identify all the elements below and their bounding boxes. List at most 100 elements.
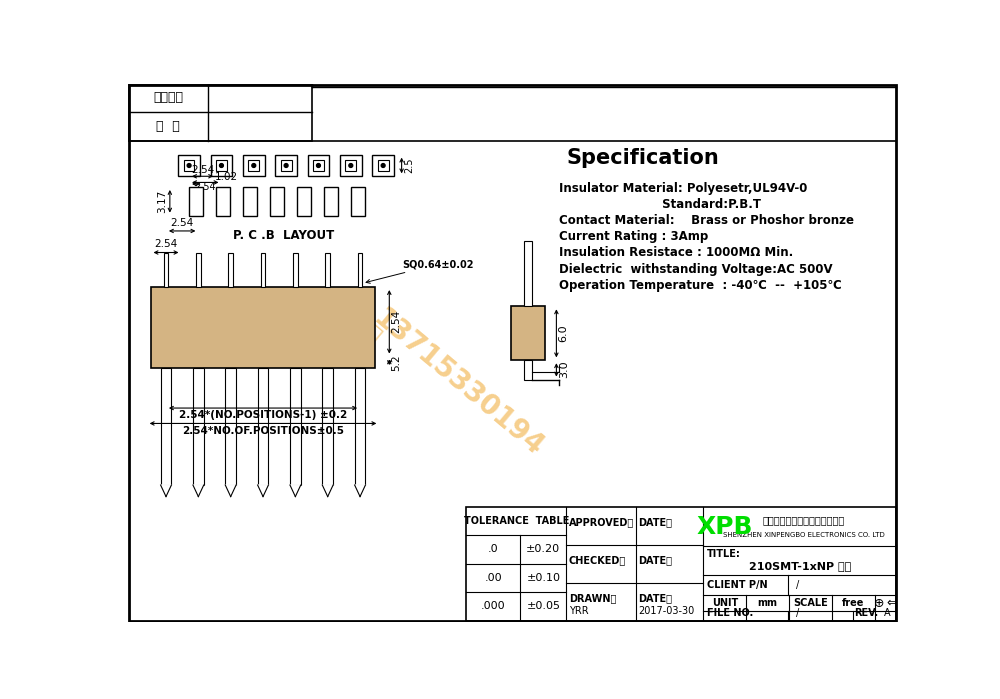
Polygon shape <box>290 485 301 496</box>
Text: free: free <box>842 598 864 608</box>
Text: SHENZHEN XINPENGBO ELECTRONICS CO. LTD: SHENZHEN XINPENGBO ELECTRONICS CO. LTD <box>723 533 884 538</box>
Bar <box>225 368 236 485</box>
Text: 2.54: 2.54 <box>154 240 178 250</box>
Bar <box>372 154 394 176</box>
Text: Operation Temperature  : -40℃  --  +105℃: Operation Temperature : -40℃ -- +105℃ <box>559 279 841 291</box>
Text: /: / <box>796 608 799 618</box>
Bar <box>340 154 362 176</box>
Text: P. C .B  LAYOUT: P. C .B LAYOUT <box>233 229 334 243</box>
Text: REV.: REV. <box>854 608 878 618</box>
Text: SCALE: SCALE <box>793 598 828 608</box>
Circle shape <box>187 164 191 168</box>
Text: .000: .000 <box>481 601 506 612</box>
Text: ±0.20: ±0.20 <box>526 545 560 554</box>
Polygon shape <box>225 485 236 496</box>
Text: APPROVED：: APPROVED： <box>569 517 634 527</box>
Text: 日  期: 日 期 <box>156 120 180 134</box>
Text: Insulation Resistace : 1000MΩ Min.: Insulation Resistace : 1000MΩ Min. <box>559 246 793 259</box>
Bar <box>351 187 365 215</box>
Polygon shape <box>322 485 333 496</box>
Text: 2.54: 2.54 <box>171 218 194 228</box>
Text: Standard:P.B.T: Standard:P.B.T <box>559 198 761 211</box>
Bar <box>184 160 194 171</box>
Polygon shape <box>161 485 171 496</box>
Bar <box>243 187 257 215</box>
Bar <box>178 154 200 176</box>
Text: YRR: YRR <box>569 606 588 616</box>
Text: Dielectric  withstanding Voltage:AC 500V: Dielectric withstanding Voltage:AC 500V <box>559 263 832 275</box>
Text: DRAWN：: DRAWN： <box>569 593 616 603</box>
Bar <box>258 368 268 485</box>
Text: 深圳市鑫鹏博电子科技有限公司: 深圳市鑫鹏博电子科技有限公司 <box>762 516 845 526</box>
Text: DATE：: DATE： <box>638 555 672 565</box>
Bar <box>308 154 329 176</box>
Text: 2017-03-30: 2017-03-30 <box>638 606 694 616</box>
Bar <box>293 252 298 287</box>
Text: /: / <box>796 580 799 590</box>
Text: Current Rating : 3Amp: Current Rating : 3Amp <box>559 230 708 243</box>
Bar <box>324 187 338 215</box>
Bar <box>189 187 203 215</box>
Text: ⇐: ⇐ <box>886 597 897 610</box>
Polygon shape <box>258 485 268 496</box>
Text: 客户确认: 客户确认 <box>153 92 183 104</box>
Text: TOLERANCE  TABLE: TOLERANCE TABLE <box>464 516 569 526</box>
Text: 2.54: 2.54 <box>392 310 402 333</box>
Text: FILE NO.: FILE NO. <box>707 608 754 618</box>
Bar <box>378 160 389 171</box>
Circle shape <box>349 164 353 168</box>
Bar <box>196 252 201 287</box>
Circle shape <box>252 164 256 168</box>
Text: ⊕: ⊕ <box>874 597 884 610</box>
Bar <box>248 160 259 171</box>
Bar <box>325 252 330 287</box>
Bar <box>129 84 312 141</box>
Text: 3.0: 3.0 <box>559 361 569 378</box>
Text: DATE：: DATE： <box>638 593 672 603</box>
Text: DATE：: DATE： <box>638 517 672 527</box>
Bar <box>270 187 284 215</box>
Text: 鑫鹏博：: 鑫鹏博： <box>324 294 385 350</box>
Text: 2.5: 2.5 <box>405 158 415 173</box>
Bar <box>216 187 230 215</box>
Bar <box>313 160 324 171</box>
Bar <box>275 154 297 176</box>
Text: 2.54: 2.54 <box>191 165 214 175</box>
Bar <box>281 160 292 171</box>
Bar <box>297 187 311 215</box>
Bar <box>193 368 204 485</box>
Circle shape <box>284 164 288 168</box>
Bar <box>524 360 532 380</box>
Bar <box>511 306 545 360</box>
Text: ±0.10: ±0.10 <box>526 573 560 583</box>
Text: TITLE:: TITLE: <box>707 549 741 559</box>
Bar <box>345 160 356 171</box>
Text: 2.54: 2.54 <box>194 182 216 192</box>
Text: Contact Material:    Brass or Phoshor bronze: Contact Material: Brass or Phoshor bronz… <box>559 214 854 227</box>
Bar <box>524 241 532 306</box>
Text: 5.2: 5.2 <box>392 354 402 370</box>
Bar <box>164 252 168 287</box>
Text: .0: .0 <box>488 545 499 554</box>
Text: ±0.05: ±0.05 <box>526 601 560 612</box>
Bar <box>322 368 333 485</box>
Text: SQ0.64±0.02: SQ0.64±0.02 <box>366 259 474 283</box>
Text: A: A <box>884 608 891 618</box>
Text: CHECKED：: CHECKED： <box>569 555 626 565</box>
Bar <box>358 252 362 287</box>
Text: 13715330194: 13715330194 <box>368 304 549 463</box>
Bar <box>211 154 232 176</box>
Text: 2.54*NO.OF.POSITIONS±0.5: 2.54*NO.OF.POSITIONS±0.5 <box>182 426 344 435</box>
Text: .00: .00 <box>484 573 502 583</box>
Bar <box>228 252 233 287</box>
Polygon shape <box>355 485 365 496</box>
Bar <box>355 368 365 485</box>
Text: 2.54*(NO.POSITIONS-1) ±0.2: 2.54*(NO.POSITIONS-1) ±0.2 <box>179 410 347 420</box>
Bar <box>466 507 896 621</box>
Bar <box>161 368 171 485</box>
Bar <box>216 160 227 171</box>
Text: Insulator Material: Polyesetr,UL94V-0: Insulator Material: Polyesetr,UL94V-0 <box>559 182 807 194</box>
Text: 6.0: 6.0 <box>559 324 569 343</box>
Bar <box>261 252 265 287</box>
Text: Specification: Specification <box>566 147 719 168</box>
